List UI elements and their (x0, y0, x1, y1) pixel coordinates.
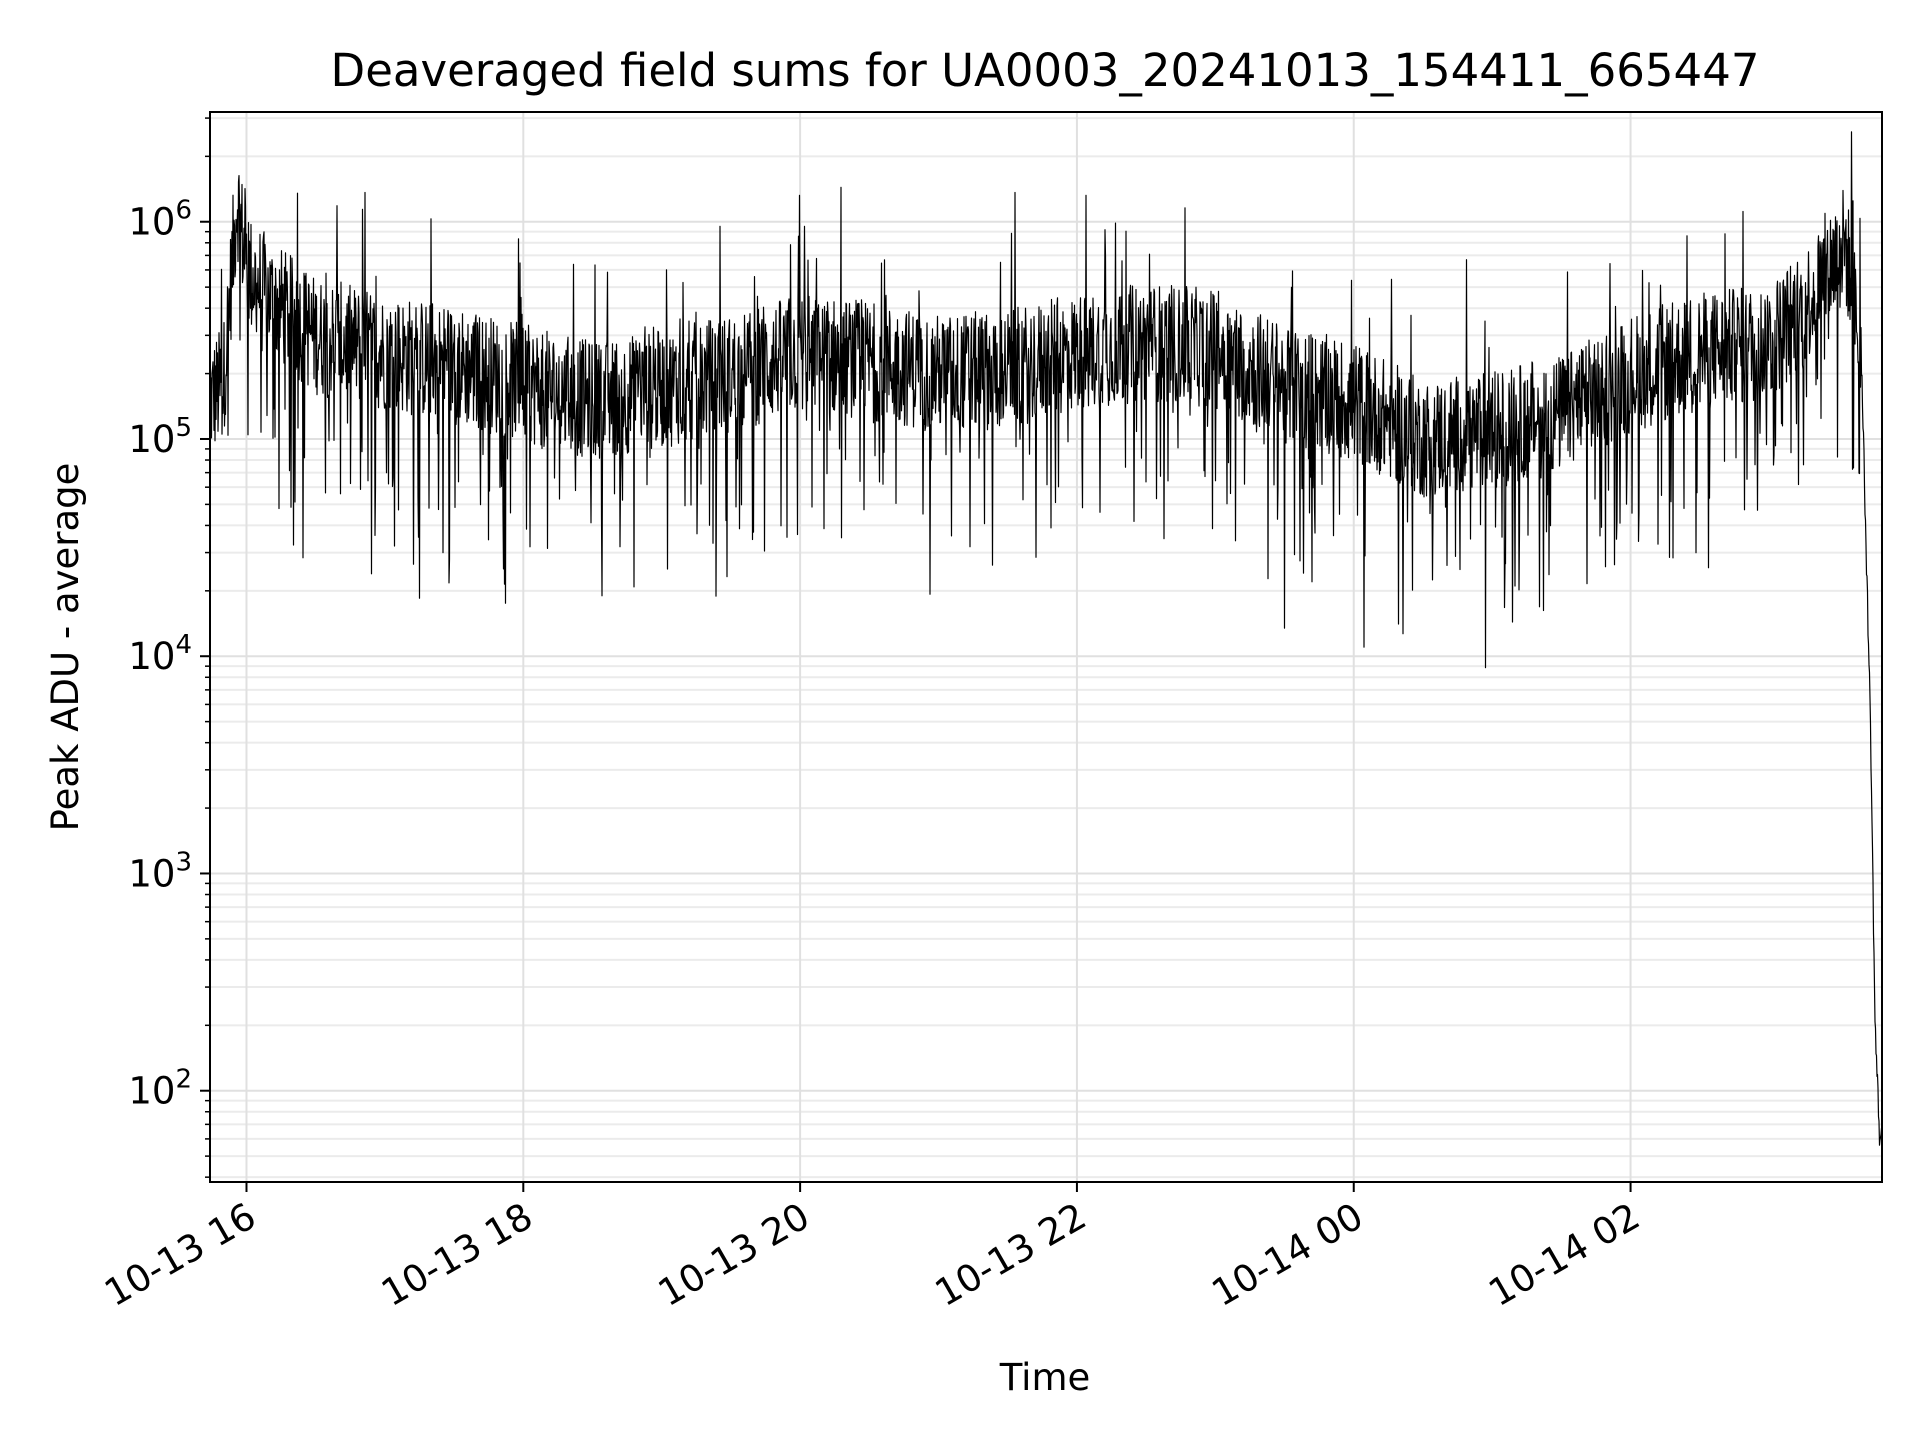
y-tick-label: 104 (128, 630, 192, 678)
y-tick-label: 105 (128, 413, 192, 461)
chart-title: Deaveraged field sums for UA0003_2024101… (331, 44, 1760, 97)
x-axis: 10-13 16 10-13 18 10-13 20 10-13 22 10-14 00… (97, 1182, 1647, 1315)
y-tick-label: 102 (128, 1065, 192, 1113)
x-tick-label: 10-14 00 (1205, 1195, 1371, 1315)
series-line (209, 131, 1883, 1146)
x-tick-label: 10-14 02 (1481, 1195, 1647, 1315)
x-axis-label: Time (999, 1356, 1091, 1399)
x-tick-label: 10-13 20 (651, 1195, 817, 1315)
x-tick-label: 10-13 16 (97, 1195, 263, 1315)
grid (210, 112, 1882, 1182)
x-tick-label: 10-13 22 (928, 1195, 1094, 1315)
y-axis: 102 103 104 105 106 (128, 117, 210, 1178)
y-tick-label: 106 (128, 196, 192, 244)
y-axis-label: Peak ADU - average (44, 463, 87, 832)
series-layer (209, 131, 1883, 1146)
y-tick-label: 103 (128, 847, 192, 895)
plot-frame (209, 111, 1883, 1183)
x-tick-label: 10-13 18 (374, 1195, 540, 1315)
